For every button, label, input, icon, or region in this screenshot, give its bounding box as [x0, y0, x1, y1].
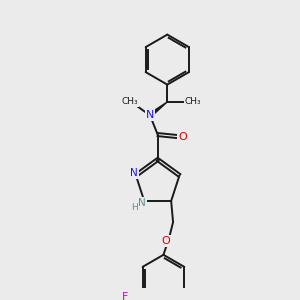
Text: O: O [161, 236, 170, 246]
Text: N: N [130, 169, 138, 178]
Text: F: F [122, 292, 128, 300]
Polygon shape [149, 102, 167, 117]
Text: N: N [138, 198, 146, 208]
Text: N: N [146, 110, 154, 120]
Text: CH₃: CH₃ [122, 98, 138, 106]
Text: CH₃: CH₃ [185, 98, 202, 106]
Text: H: H [131, 203, 138, 212]
Text: O: O [178, 131, 187, 142]
